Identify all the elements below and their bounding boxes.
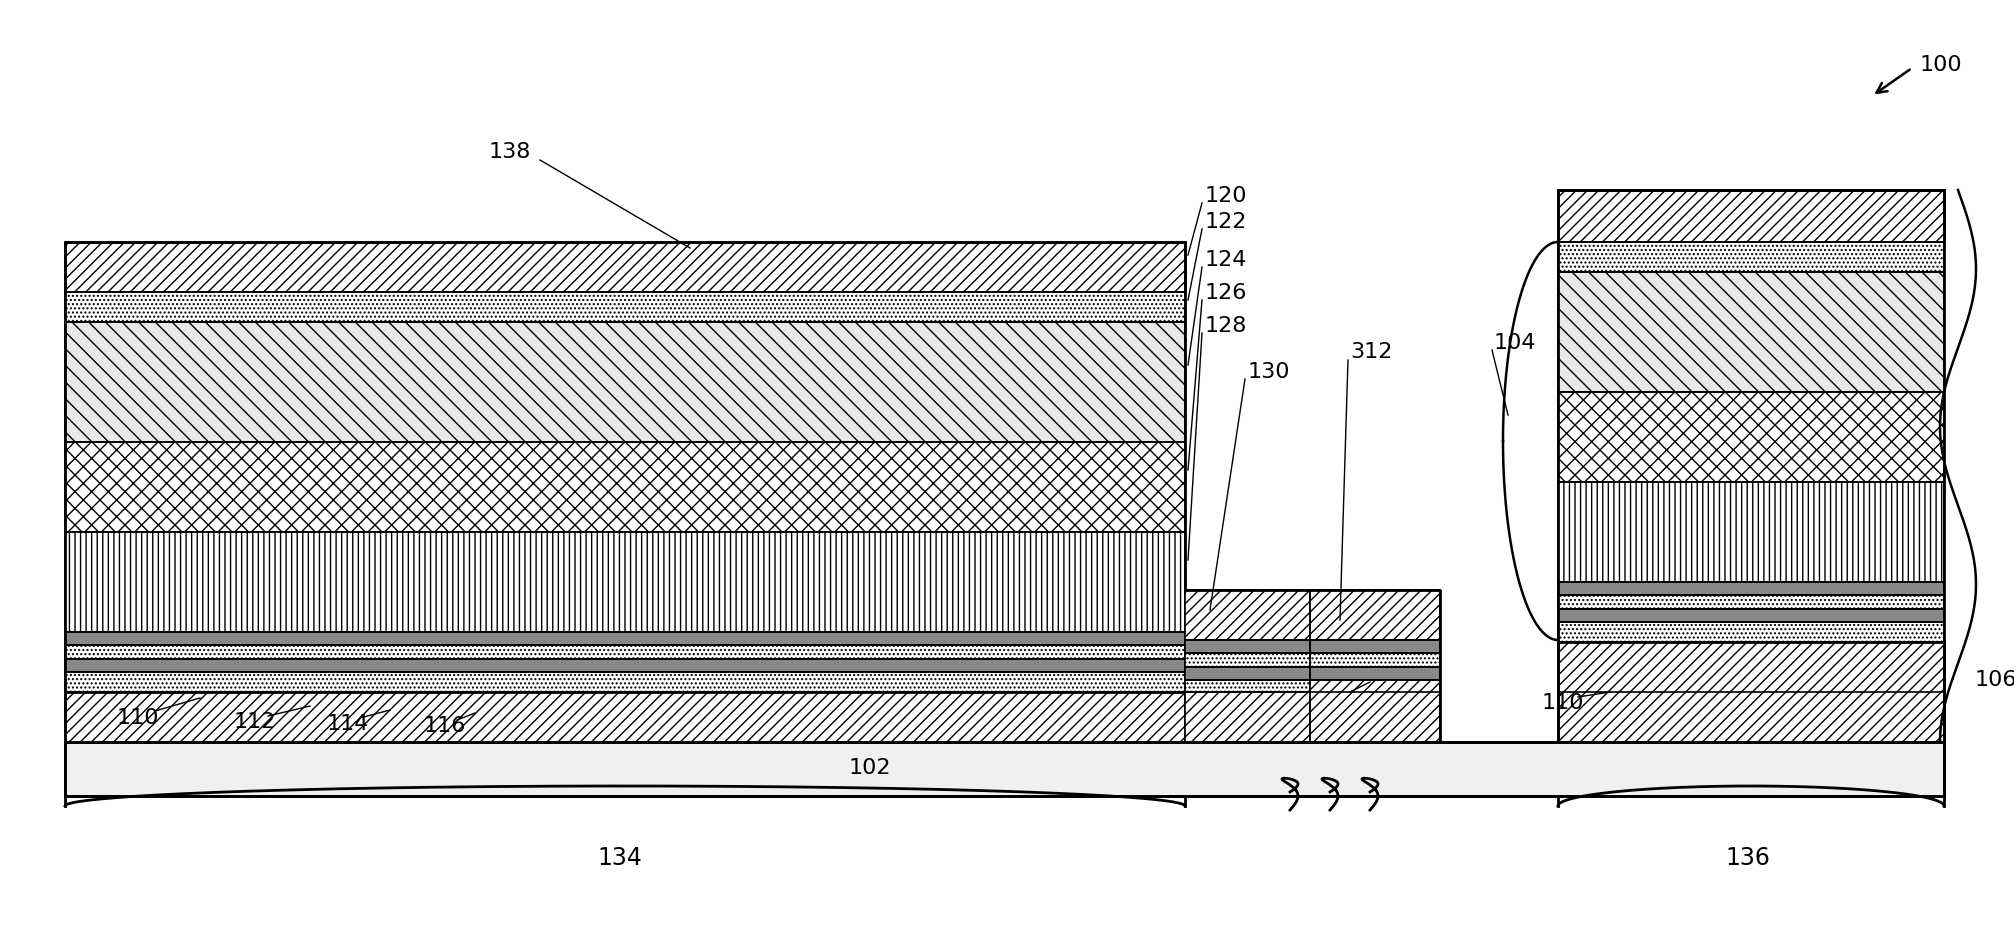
Bar (1309, 680, 1440, 742)
Text: 116: 116 (423, 716, 465, 736)
Text: 110: 110 (1543, 693, 1585, 713)
Bar (1559, 622, 1944, 642)
Text: 100: 100 (1919, 55, 1962, 75)
Bar (1184, 640, 1440, 653)
Text: 120: 120 (1204, 186, 1247, 206)
Text: 136: 136 (1726, 846, 1770, 870)
Bar (64, 632, 1184, 645)
Bar (64, 672, 1184, 692)
Bar (1559, 582, 1944, 595)
Bar (1559, 190, 1944, 242)
Bar (64, 645, 1184, 659)
Bar (1559, 272, 1944, 392)
Bar (64, 692, 1184, 742)
Text: 312: 312 (1349, 342, 1392, 362)
Text: 126: 126 (1204, 283, 1247, 303)
Bar (1559, 392, 1944, 482)
Text: 124: 124 (1204, 250, 1247, 270)
Bar (64, 322, 1184, 442)
Bar (1559, 595, 1944, 609)
Bar (1309, 653, 1440, 667)
Bar (1559, 482, 1944, 582)
Bar (64, 242, 1184, 292)
Bar (1184, 667, 1440, 680)
Text: 134: 134 (598, 846, 642, 870)
Text: 138: 138 (489, 142, 532, 162)
Bar (1184, 653, 1440, 667)
Text: 114: 114 (326, 714, 369, 734)
Bar (1309, 590, 1440, 640)
Bar (1559, 242, 1944, 272)
Bar (64, 659, 1184, 672)
Bar (1184, 590, 1440, 640)
Bar (1309, 667, 1440, 680)
Bar (64, 442, 1184, 532)
Text: 102: 102 (848, 758, 892, 778)
Text: 112: 112 (234, 712, 276, 732)
Bar (64, 742, 1944, 796)
Text: 130: 130 (1249, 362, 1291, 382)
Text: 122: 122 (1204, 212, 1247, 232)
Bar (1559, 609, 1944, 622)
Text: 128: 128 (1204, 316, 1247, 336)
Text: 106: 106 (1976, 670, 2014, 690)
Bar (1559, 642, 1944, 742)
Bar (1184, 692, 1440, 742)
Bar (64, 292, 1184, 322)
Bar (1184, 680, 1440, 692)
Bar (64, 532, 1184, 632)
Text: 104: 104 (1494, 333, 1537, 353)
Text: 110: 110 (117, 708, 159, 728)
Text: 132: 132 (1313, 688, 1355, 708)
Bar (1309, 640, 1440, 653)
